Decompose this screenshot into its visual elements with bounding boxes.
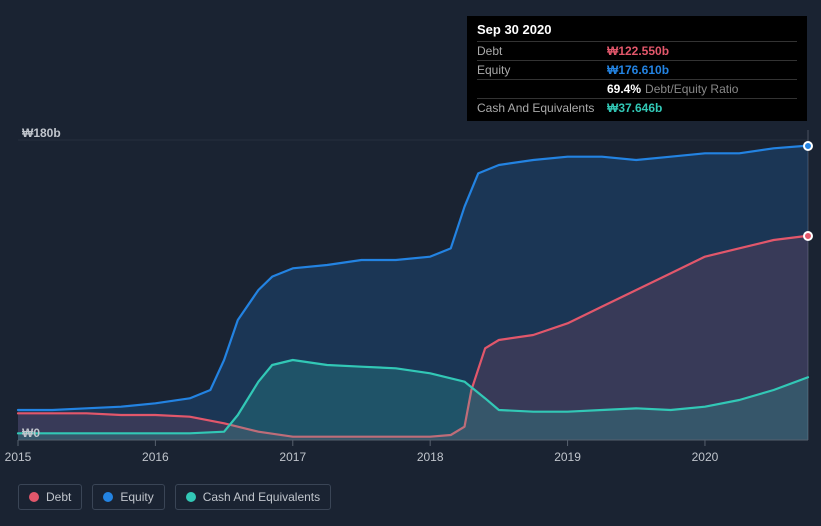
legend-label: Debt [46,490,71,504]
y-axis-label: ₩0 [22,426,40,440]
tooltip-row-value: 69.4% [607,82,641,96]
legend-swatch [186,492,196,502]
series-end-marker [803,231,813,241]
legend-item[interactable]: Cash And Equivalents [175,484,331,510]
tooltip-row: Debt₩122.550b [477,41,797,60]
legend-swatch [29,492,39,502]
x-axis-label: 2016 [142,450,169,464]
x-axis-label: 2017 [279,450,306,464]
x-axis-label: 2020 [692,450,719,464]
tooltip-row-label: Cash And Equivalents [477,101,607,115]
x-axis-label: 2015 [5,450,32,464]
tooltip-row-suffix: Debt/Equity Ratio [645,82,738,96]
chart-tooltip: Sep 30 2020 Debt₩122.550bEquity₩176.610b… [467,16,807,121]
tooltip-rows: Debt₩122.550bEquity₩176.610b69.4%Debt/Eq… [477,41,797,117]
tooltip-date: Sep 30 2020 [477,22,797,37]
tooltip-row: Equity₩176.610b [477,60,797,79]
tooltip-row-value: ₩37.646b [607,101,662,115]
chart-legend: Debt Equity Cash And Equivalents [18,484,331,510]
legend-swatch [103,492,113,502]
y-axis-label: ₩180b [22,126,61,140]
tooltip-row-label [477,82,607,96]
x-axis-label: 2018 [417,450,444,464]
x-axis-label: 2019 [554,450,581,464]
legend-label: Cash And Equivalents [203,490,320,504]
tooltip-row-label: Debt [477,44,607,58]
tooltip-row: 69.4% Debt/Equity Ratio [477,79,797,98]
series-end-marker [803,141,813,151]
legend-item[interactable]: Debt [18,484,82,510]
tooltip-row-value: ₩122.550b [607,44,669,58]
tooltip-row-label: Equity [477,63,607,77]
legend-label: Equity [120,490,153,504]
tooltip-row: Cash And Equivalents₩37.646b [477,98,797,117]
tooltip-row-value: ₩176.610b [607,63,669,77]
financial-chart: Sep 30 2020 Debt₩122.550bEquity₩176.610b… [0,0,821,526]
legend-item[interactable]: Equity [92,484,164,510]
